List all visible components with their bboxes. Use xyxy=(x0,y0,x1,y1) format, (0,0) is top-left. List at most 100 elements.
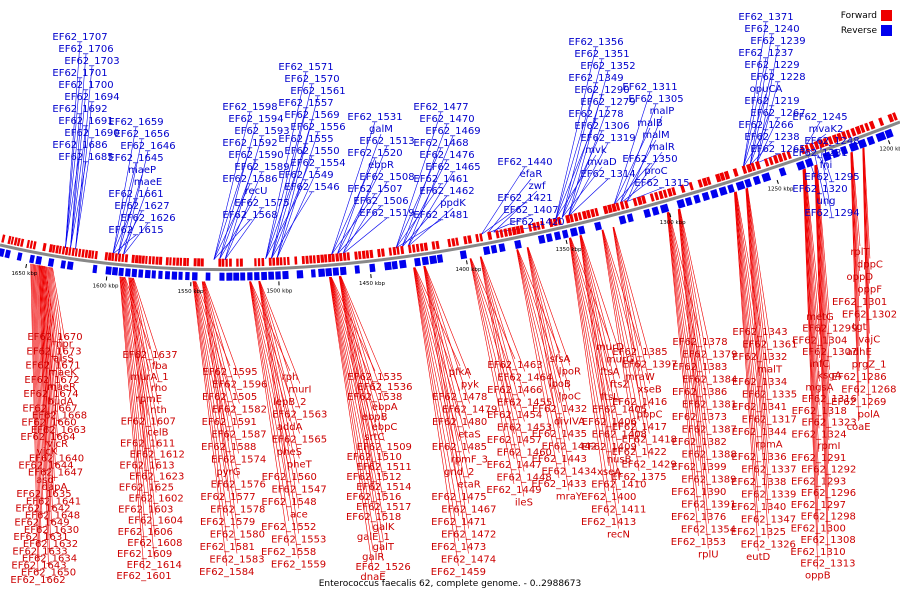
forward-leader-line xyxy=(203,281,240,429)
forward-gene xyxy=(615,202,621,211)
reverse-leader-line xyxy=(342,181,388,255)
reverse-leader-line xyxy=(265,143,307,259)
forward-leader-line xyxy=(36,264,46,474)
forward-gene xyxy=(380,248,385,257)
forward-leader-line xyxy=(804,168,820,359)
forward-gene xyxy=(58,245,62,254)
forward-leader-line xyxy=(602,229,641,347)
forward-gene-label-ef62-1663: EF62_1663 xyxy=(31,425,86,436)
reverse-gene xyxy=(354,265,360,274)
reverse-leader-line xyxy=(112,126,137,255)
forward-gene xyxy=(540,220,545,230)
forward-gene-label-ef62-1612: EF62_1612 xyxy=(130,449,185,460)
forward-gene xyxy=(134,255,139,264)
reverse-gene-label-efar: efaR xyxy=(520,169,543,180)
forward-gene-label-ef62-1455: EF62_1455 xyxy=(497,398,552,409)
reverse-leader-line xyxy=(561,94,603,218)
reverse-gene xyxy=(131,268,138,278)
forward-leader-line xyxy=(527,247,571,366)
forward-gene-label-maek: maeK xyxy=(48,368,77,379)
forward-gene xyxy=(532,222,537,231)
forward-leader-line xyxy=(44,266,56,467)
reverse-leader-line xyxy=(70,89,87,249)
forward-gene-label-ebpb: ebpB xyxy=(362,412,388,423)
forward-gene-label-prgz-1: prgZ_1 xyxy=(852,360,887,371)
forward-gene-label-ef62-1323: EF62_1323 xyxy=(801,418,856,429)
forward-leader-line xyxy=(30,263,39,574)
forward-leader-line xyxy=(202,281,238,529)
forward-gene-label-ef62-1641: EF62_1641 xyxy=(26,496,81,507)
forward-gene-label-adhe: adhE xyxy=(847,347,872,358)
forward-gene-label-malt: malT xyxy=(757,365,783,376)
reverse-gene xyxy=(219,272,225,281)
forward-gene xyxy=(479,233,484,242)
forward-gene xyxy=(155,256,159,265)
forward-leader-line xyxy=(568,237,609,517)
forward-gene xyxy=(320,254,325,263)
forward-leader-line xyxy=(803,169,820,452)
reverse-gene xyxy=(138,269,144,278)
forward-gene-label-ef62-1596: EF62_1596 xyxy=(212,380,267,391)
forward-gene-label-ef62-1672: EF62_1672 xyxy=(24,375,79,386)
forward-leader-line xyxy=(850,152,860,397)
reverse-leader-line xyxy=(224,171,263,260)
forward-leader-line xyxy=(863,147,870,284)
forward-gene-label-ef62-1611: EF62_1611 xyxy=(120,438,175,449)
forward-gene-label-etas: etaS xyxy=(458,430,481,441)
forward-leader-line xyxy=(131,277,159,427)
forward-gene xyxy=(658,190,664,200)
forward-gene xyxy=(746,163,753,173)
forward-gene xyxy=(503,228,508,237)
forward-leader-line xyxy=(851,152,860,322)
forward-gene xyxy=(10,236,15,245)
reverse-gene-label-ef62-1351: EF62_1351 xyxy=(574,49,629,60)
reverse-gene-label-ef62-1295: EF62_1295 xyxy=(804,172,859,183)
forward-gene xyxy=(841,131,848,140)
reverse-gene-label-ef62-1627: EF62_1627 xyxy=(114,201,169,212)
reverse-leader-line xyxy=(742,93,767,168)
scale-label: 1200 kbp xyxy=(879,147,900,153)
forward-leader-line xyxy=(258,281,299,534)
reverse-gene xyxy=(268,271,275,280)
forward-leader-line xyxy=(413,267,460,517)
reverse-gene-label-ef62-1549: EF62_1549 xyxy=(278,170,333,181)
reverse-gene-label-ef62-1656: EF62_1656 xyxy=(114,129,169,140)
forward-gene-label-ef62-1668: EF62_1668 xyxy=(32,411,87,422)
forward-gene-label-ef62-1268: EF62_1268 xyxy=(841,385,896,396)
reverse-leader-line xyxy=(213,111,251,260)
forward-leader-line xyxy=(123,277,150,394)
forward-gene xyxy=(87,250,92,259)
reverse-leader-line xyxy=(561,130,603,218)
forward-gene-label-ef62-1381: EF62_1381 xyxy=(682,400,737,411)
forward-gene-label-ef62-1670: EF62_1670 xyxy=(27,332,82,343)
forward-leader-line xyxy=(414,267,461,367)
forward-gene xyxy=(400,245,405,255)
forward-leader-line xyxy=(202,281,239,504)
forward-gene xyxy=(335,253,340,262)
forward-gene-label-ef62-1635: EF62_1635 xyxy=(16,489,71,500)
forward-gene xyxy=(451,238,456,247)
forward-leader-line xyxy=(516,249,560,454)
forward-gene-label-sfsa: sfsA xyxy=(550,354,571,365)
forward-gene-label-ef62-1588: EF62_1588 xyxy=(201,442,256,453)
forward-leader-line xyxy=(678,209,709,524)
forward-leader-line xyxy=(580,235,620,429)
forward-leader-line xyxy=(470,258,516,385)
forward-leader-line xyxy=(423,266,469,529)
forward-gene-label-ef62-1429: EF62_1429 xyxy=(621,460,676,471)
forward-gene-label-ef62-1630: EF62_1630 xyxy=(24,525,79,536)
reverse-gene xyxy=(701,191,710,202)
forward-gene xyxy=(32,241,37,250)
forward-gene xyxy=(377,248,381,258)
forward-gene-label-ef62-1386: EF62_1386 xyxy=(672,387,727,398)
reverse-leader-line xyxy=(75,137,93,250)
forward-gene-label-ef62-1609: EF62_1609 xyxy=(117,549,172,560)
forward-leader-line xyxy=(527,247,570,441)
reverse-gene xyxy=(761,172,772,183)
reverse-gene-label-ef62-1238: EF62_1238 xyxy=(744,132,799,143)
forward-gene-label-ef62-1391: EF62_1391 xyxy=(681,500,736,511)
forward-gene xyxy=(431,241,436,250)
forward-gene xyxy=(804,144,810,153)
forward-gene-label-pbpc: pbpC xyxy=(636,410,662,421)
forward-gene-label-ef62-1579: EF62_1579 xyxy=(200,517,255,528)
